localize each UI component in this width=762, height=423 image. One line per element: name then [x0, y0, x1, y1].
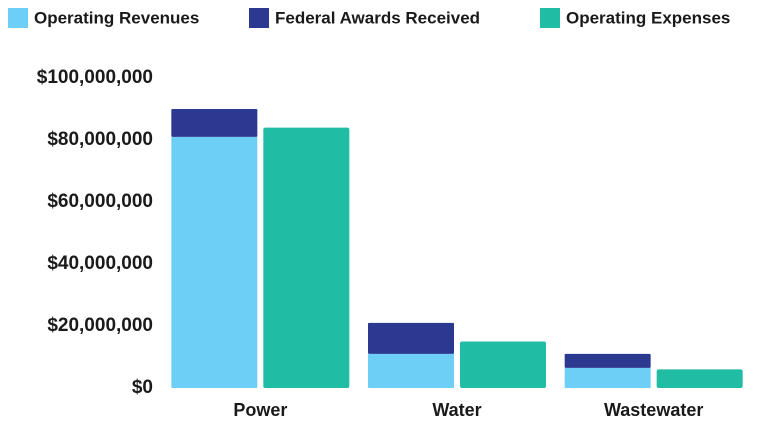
bar-segment [368, 353, 454, 388]
legend-swatch [249, 8, 269, 28]
x-tick-label: Water [432, 400, 481, 420]
legend-swatch [8, 8, 28, 28]
y-tick-label: $80,000,000 [47, 129, 153, 150]
bar-segment [171, 109, 258, 137]
y-tick-label: $20,000,000 [47, 315, 153, 336]
bar [656, 369, 743, 388]
bar [460, 341, 546, 388]
y-tick-label: $0 [132, 377, 153, 398]
x-tick-label: Power [233, 400, 287, 420]
x-tick-label: Wastewater [604, 400, 703, 420]
bar [263, 127, 350, 388]
y-tick-label: $60,000,000 [47, 191, 153, 212]
bar-segment [368, 322, 454, 354]
bar-segment [171, 136, 258, 388]
y-tick-label: $100,000,000 [37, 67, 153, 88]
y-tick-label: $40,000,000 [47, 253, 153, 274]
bar-segment [564, 367, 651, 388]
bar-segment [564, 353, 651, 368]
legend-swatch [540, 8, 560, 28]
legend-label: Operating Expenses [566, 8, 730, 27]
legend-label: Operating Revenues [34, 8, 199, 27]
legend-label: Federal Awards Received [275, 8, 480, 27]
